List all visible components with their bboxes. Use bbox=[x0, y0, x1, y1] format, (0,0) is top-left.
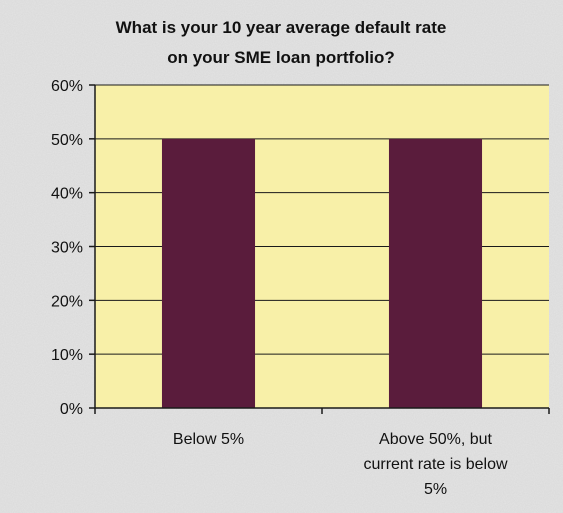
chart-title: What is your 10 year average default rat… bbox=[116, 18, 447, 67]
y-tick-label: 40% bbox=[51, 186, 83, 203]
x-tick-label-line: Above 50%, but bbox=[379, 431, 493, 448]
y-tick-label: 60% bbox=[51, 78, 83, 95]
bar-2 bbox=[388, 138, 483, 409]
x-tick-label: Below 5% bbox=[173, 431, 244, 448]
x-tick-label: Above 50%, but current rate is below 5% bbox=[363, 431, 508, 498]
y-tick-label: 20% bbox=[51, 293, 83, 310]
y-tick-label: 10% bbox=[51, 347, 83, 364]
x-tick-label-line: current rate is below bbox=[363, 456, 508, 473]
y-tick-label: 0% bbox=[60, 401, 83, 418]
y-axis-ticks: 0% 10% 20% 30% 40% 50% 60% bbox=[51, 78, 95, 418]
x-tick-label-line: 5% bbox=[424, 481, 447, 498]
x-axis-labels: Below 5% Above 50%, but current rate is be… bbox=[94, 408, 550, 498]
y-tick-label: 30% bbox=[51, 240, 83, 257]
chart-title-line: on your SME loan portfolio? bbox=[167, 48, 395, 67]
x-tick-label-line: Below 5% bbox=[173, 431, 244, 448]
bars bbox=[161, 138, 483, 409]
bar-1 bbox=[161, 138, 256, 409]
chart-title-line: What is your 10 year average default rat… bbox=[116, 18, 447, 37]
y-tick-label: 50% bbox=[51, 132, 83, 149]
